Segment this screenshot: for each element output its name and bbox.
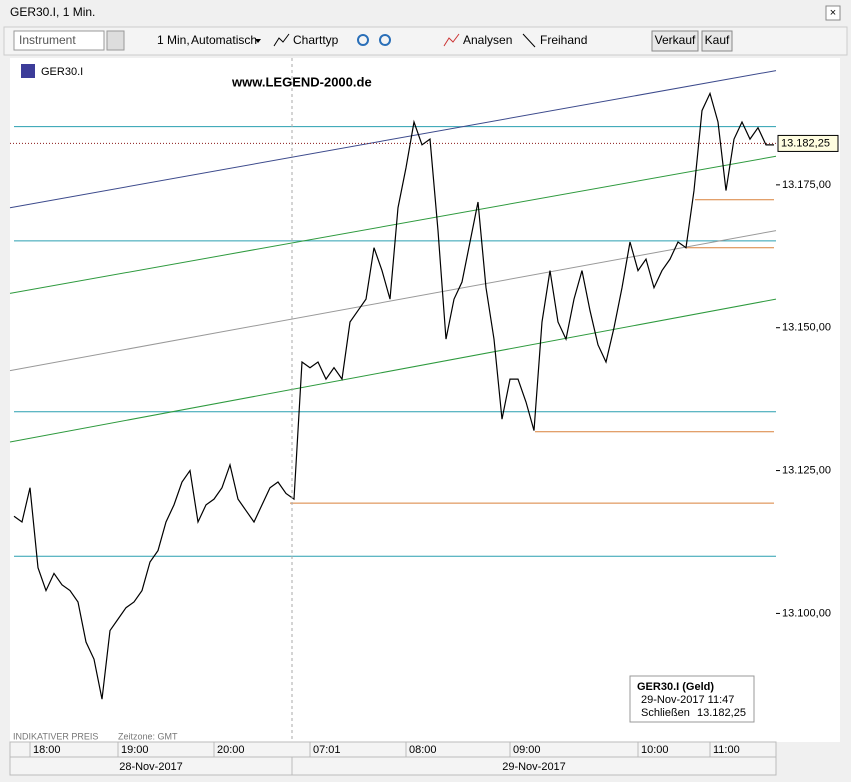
x-tick-label: 20:00 — [217, 744, 245, 756]
price-line — [13, 91, 774, 700]
chart-type[interactable]: Charttyp — [293, 33, 339, 47]
freehand[interactable]: Freihand — [540, 33, 587, 47]
window-title: GER30.I, 1 Min. — [10, 5, 95, 19]
buy: Kauf — [705, 33, 730, 47]
symbol-icon — [21, 64, 35, 78]
charttype-icon — [273, 33, 290, 47]
x-tick-label: 07:01 — [313, 744, 341, 756]
zoom-out[interactable] — [379, 34, 391, 46]
trend-line — [9, 298, 777, 443]
info-time: 29-Nov-2017 11:47 — [641, 694, 734, 706]
price-axis — [776, 58, 840, 742]
close-icon: × — [830, 7, 836, 19]
info-box — [629, 675, 755, 723]
time-axis — [9, 741, 777, 776]
y-tick-label: 13.125,00 — [782, 464, 831, 476]
y-tick-label: 13.100,00 — [782, 607, 831, 619]
watermark: www.LEGEND-2000.de — [231, 74, 372, 89]
date-label: 28-Nov-2017 — [119, 761, 183, 773]
instrument-input[interactable] — [13, 30, 105, 51]
timezone: Zeitzone: GMT — [118, 731, 178, 741]
footer: INDIKATIVER PREIS — [13, 731, 98, 741]
x-tick-label: 10:00 — [641, 744, 669, 756]
plot: 13.100,00 13.125,00 13.150,00 13.175,00 13.1… — [9, 58, 839, 775]
plot-area — [10, 58, 776, 742]
dropdown — [255, 39, 261, 43]
x-tick-label: 09:00 — [513, 744, 541, 756]
sell: Verkauf — [655, 33, 696, 47]
analysis-icon — [443, 33, 460, 47]
trend-line — [9, 70, 777, 209]
last-price-label: 13.182,25 — [781, 137, 830, 149]
date-label: 29-Nov-2017 — [502, 761, 566, 773]
symbol[interactable]: GER30.I — [41, 66, 83, 78]
instrument-button[interactable] — [106, 30, 125, 51]
y-tick-label: 13.175,00 — [782, 179, 831, 191]
x-tick-label: 08:00 — [409, 744, 437, 756]
x-tick-label: 19:00 — [121, 744, 149, 756]
y-tick-label: 13.150,00 — [782, 322, 831, 334]
analyses[interactable]: Analysen — [463, 33, 512, 47]
interval[interactable]: 1 Min, — [157, 33, 190, 47]
info-title: GER30.I (Geld) — [637, 681, 714, 693]
info-close-label: Schließen — [641, 707, 690, 719]
instrument-placeholder: Instrument — [19, 33, 76, 47]
sell-button[interactable] — [651, 30, 699, 52]
info-close-value: 13.182,25 — [697, 707, 746, 719]
close-button[interactable] — [825, 5, 841, 21]
buy-button[interactable] — [701, 30, 733, 52]
trend-line — [9, 155, 777, 294]
freehand-icon — [522, 33, 536, 48]
zoom-in[interactable] — [357, 34, 369, 46]
mode[interactable]: Automatisch — [191, 33, 257, 47]
last-price-box — [777, 134, 839, 152]
x-tick-label: 18:00 — [33, 744, 61, 756]
trend-line — [9, 230, 777, 372]
x-tick-label: 11:00 — [713, 744, 740, 756]
